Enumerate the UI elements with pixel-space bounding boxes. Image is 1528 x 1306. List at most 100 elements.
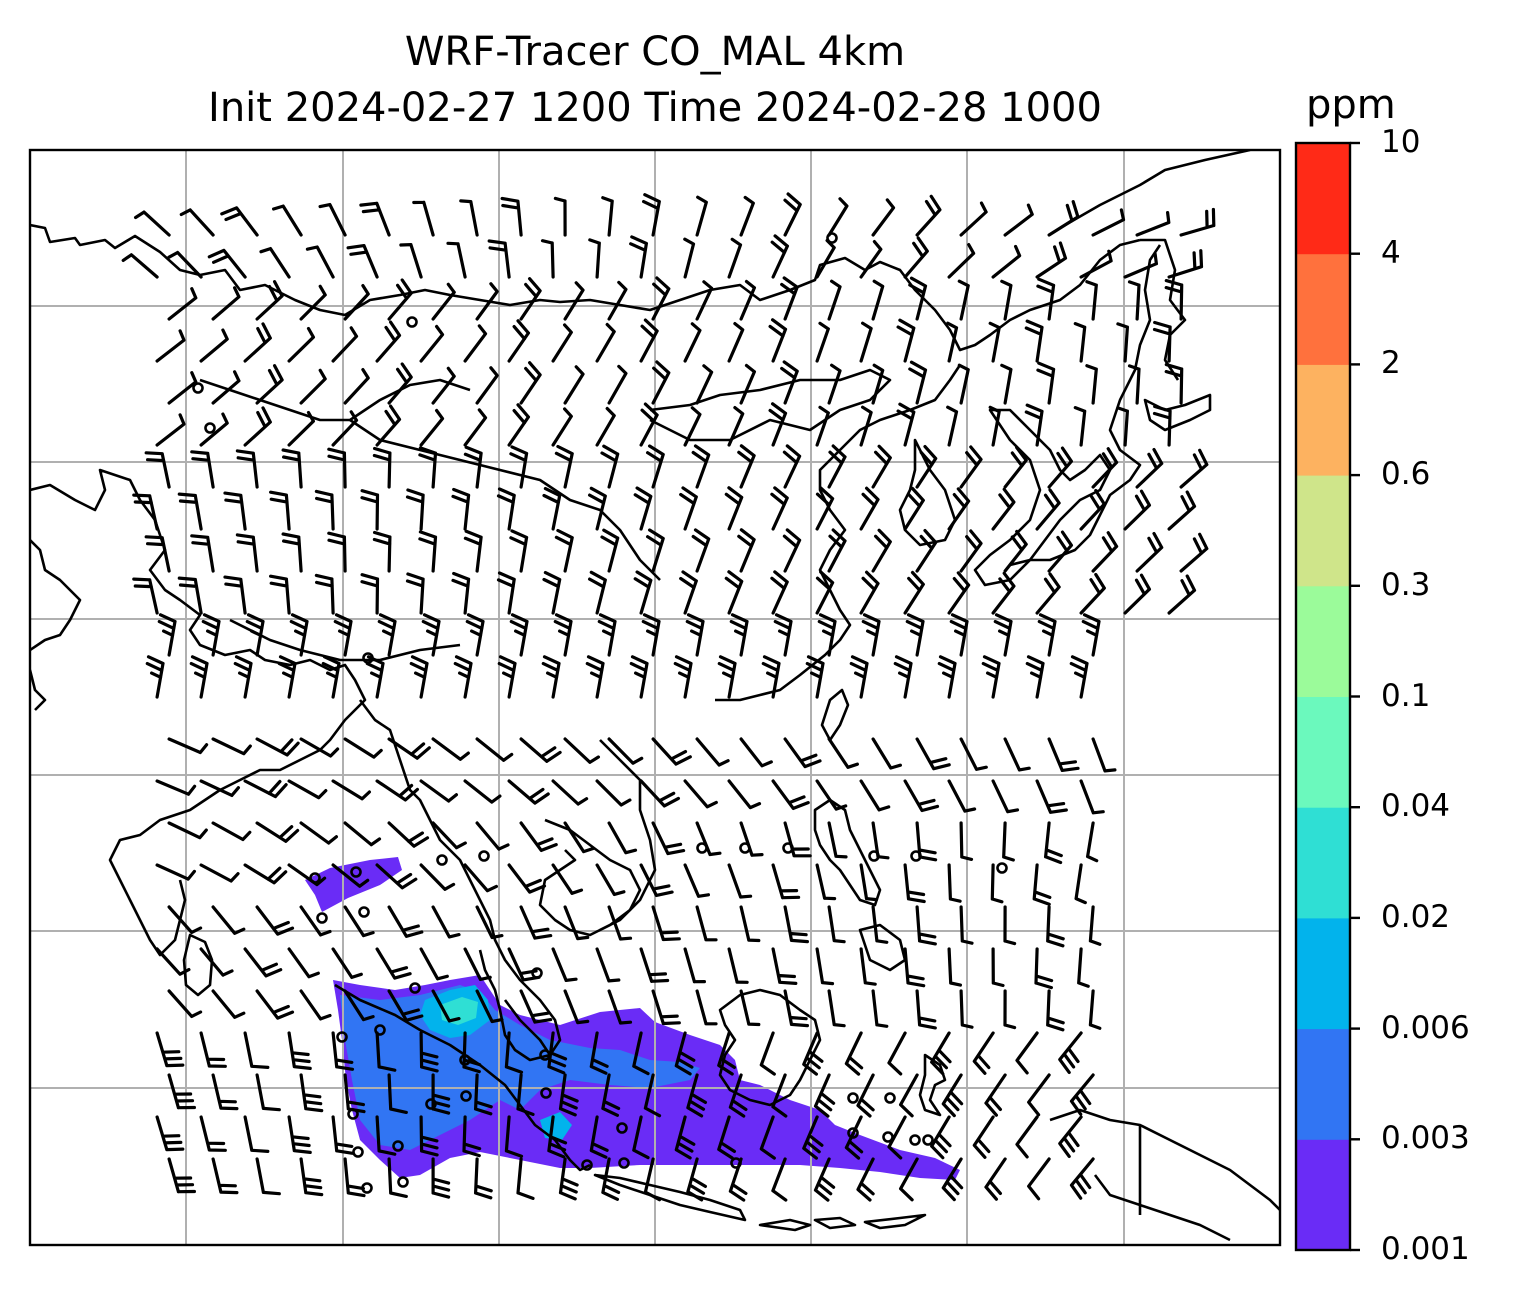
wind-barb <box>343 737 383 759</box>
wind-barb <box>235 533 259 573</box>
wind-barb <box>519 905 553 940</box>
wind-barb <box>815 238 836 279</box>
wind-barb <box>991 487 1016 531</box>
wind-barb <box>459 199 479 237</box>
wind-barb <box>346 244 379 279</box>
wind-barb <box>554 528 574 573</box>
wind-barb <box>446 241 467 279</box>
wind-barb <box>991 244 1022 279</box>
wind-barb <box>1025 655 1045 699</box>
wind-barb <box>1123 252 1158 279</box>
wind-barb <box>759 1031 776 1076</box>
wind-barb <box>739 737 773 768</box>
wind-barb <box>739 195 755 237</box>
wind-barb <box>639 318 659 363</box>
wind-barb <box>1088 905 1102 946</box>
wind-barb <box>589 1031 609 1075</box>
wind-barb <box>463 529 483 573</box>
wind-barb <box>190 450 215 489</box>
coast-srilanka <box>182 933 214 997</box>
wind-barb <box>771 1073 788 1118</box>
wind-barb <box>343 905 375 938</box>
wind-barb <box>959 905 974 945</box>
wind-barb <box>419 1115 439 1157</box>
wind-barb <box>220 206 259 237</box>
wind-barb <box>233 655 253 699</box>
wind-barb <box>331 326 359 363</box>
wind-barb <box>947 947 962 987</box>
wind-barb <box>1085 364 1098 405</box>
coast-kamchatka <box>1140 238 1187 381</box>
wind-barb <box>167 371 198 405</box>
wind-barb <box>930 1031 952 1076</box>
wind-barb <box>243 406 272 447</box>
wind-barb <box>585 655 605 699</box>
wind-barb <box>375 947 412 980</box>
wind-barb <box>331 863 370 888</box>
wind-barb <box>815 570 835 615</box>
wind-barb <box>1003 445 1028 489</box>
wind-barb <box>167 1073 196 1110</box>
wind-barb <box>717 1031 736 1076</box>
wind-barb <box>199 947 234 977</box>
border-mongolia <box>649 368 892 442</box>
wind-barb <box>642 193 661 237</box>
wind-barb <box>759 1115 776 1160</box>
wind-barb <box>947 243 976 279</box>
wind-barb <box>673 655 693 699</box>
colorbar-swatch <box>1296 807 1350 919</box>
wind-barb <box>679 486 698 531</box>
wind-barb <box>903 236 929 279</box>
colorbar-swatch <box>1296 364 1350 476</box>
wind-barb <box>211 737 252 756</box>
wind-barb <box>770 570 789 615</box>
wind-barb <box>949 613 969 657</box>
wind-barb <box>1047 200 1080 237</box>
wind-barb <box>984 1073 1007 1117</box>
wind-barb <box>1036 361 1056 405</box>
wind-barb <box>167 989 203 1018</box>
wind-barb <box>601 1157 621 1201</box>
wind-barb <box>431 905 461 939</box>
wind-barb <box>1027 1157 1051 1201</box>
wind-barb <box>1167 574 1197 615</box>
wind-barb <box>1091 737 1117 773</box>
wind-barb <box>1027 1073 1051 1117</box>
calm-wind-marker <box>350 866 362 878</box>
wind-barb <box>327 531 347 573</box>
wind-barb <box>1035 241 1068 279</box>
wind-barb <box>405 572 425 615</box>
wind-barb <box>859 779 891 812</box>
calm-wind-marker <box>478 850 490 862</box>
wind-barb <box>1046 989 1065 1032</box>
wind-barb <box>815 947 835 986</box>
colorbar-swatch <box>1296 1139 1350 1251</box>
coast-sumatra <box>334 983 591 1172</box>
wind-barb <box>988 321 1001 363</box>
wind-barb <box>1069 655 1089 699</box>
colorbar-tick-label: 2 <box>1381 345 1401 382</box>
calm-wind-marker <box>397 1176 409 1188</box>
wind-barb <box>1058 1115 1083 1158</box>
wind-barb <box>915 445 938 489</box>
wind-barb <box>896 402 916 447</box>
wind-barb <box>551 407 573 447</box>
wind-barb <box>629 235 648 279</box>
wind-barb <box>1135 211 1171 237</box>
calm-wind-marker <box>581 1159 593 1171</box>
wind-barb <box>372 446 392 489</box>
wind-barb <box>199 779 240 797</box>
wind-barb <box>451 571 471 615</box>
wind-barb <box>1047 530 1073 573</box>
wind-barb <box>859 486 880 531</box>
wind-barb <box>255 989 295 1020</box>
wind-barb <box>287 779 328 800</box>
calm-wind-marker <box>374 1024 386 1036</box>
wind-barb <box>287 863 327 887</box>
wind-barb <box>588 238 601 279</box>
wind-barb <box>768 402 788 447</box>
wind-barb <box>990 863 1004 904</box>
wind-barb <box>903 863 926 904</box>
calm-wind-marker <box>409 982 421 994</box>
